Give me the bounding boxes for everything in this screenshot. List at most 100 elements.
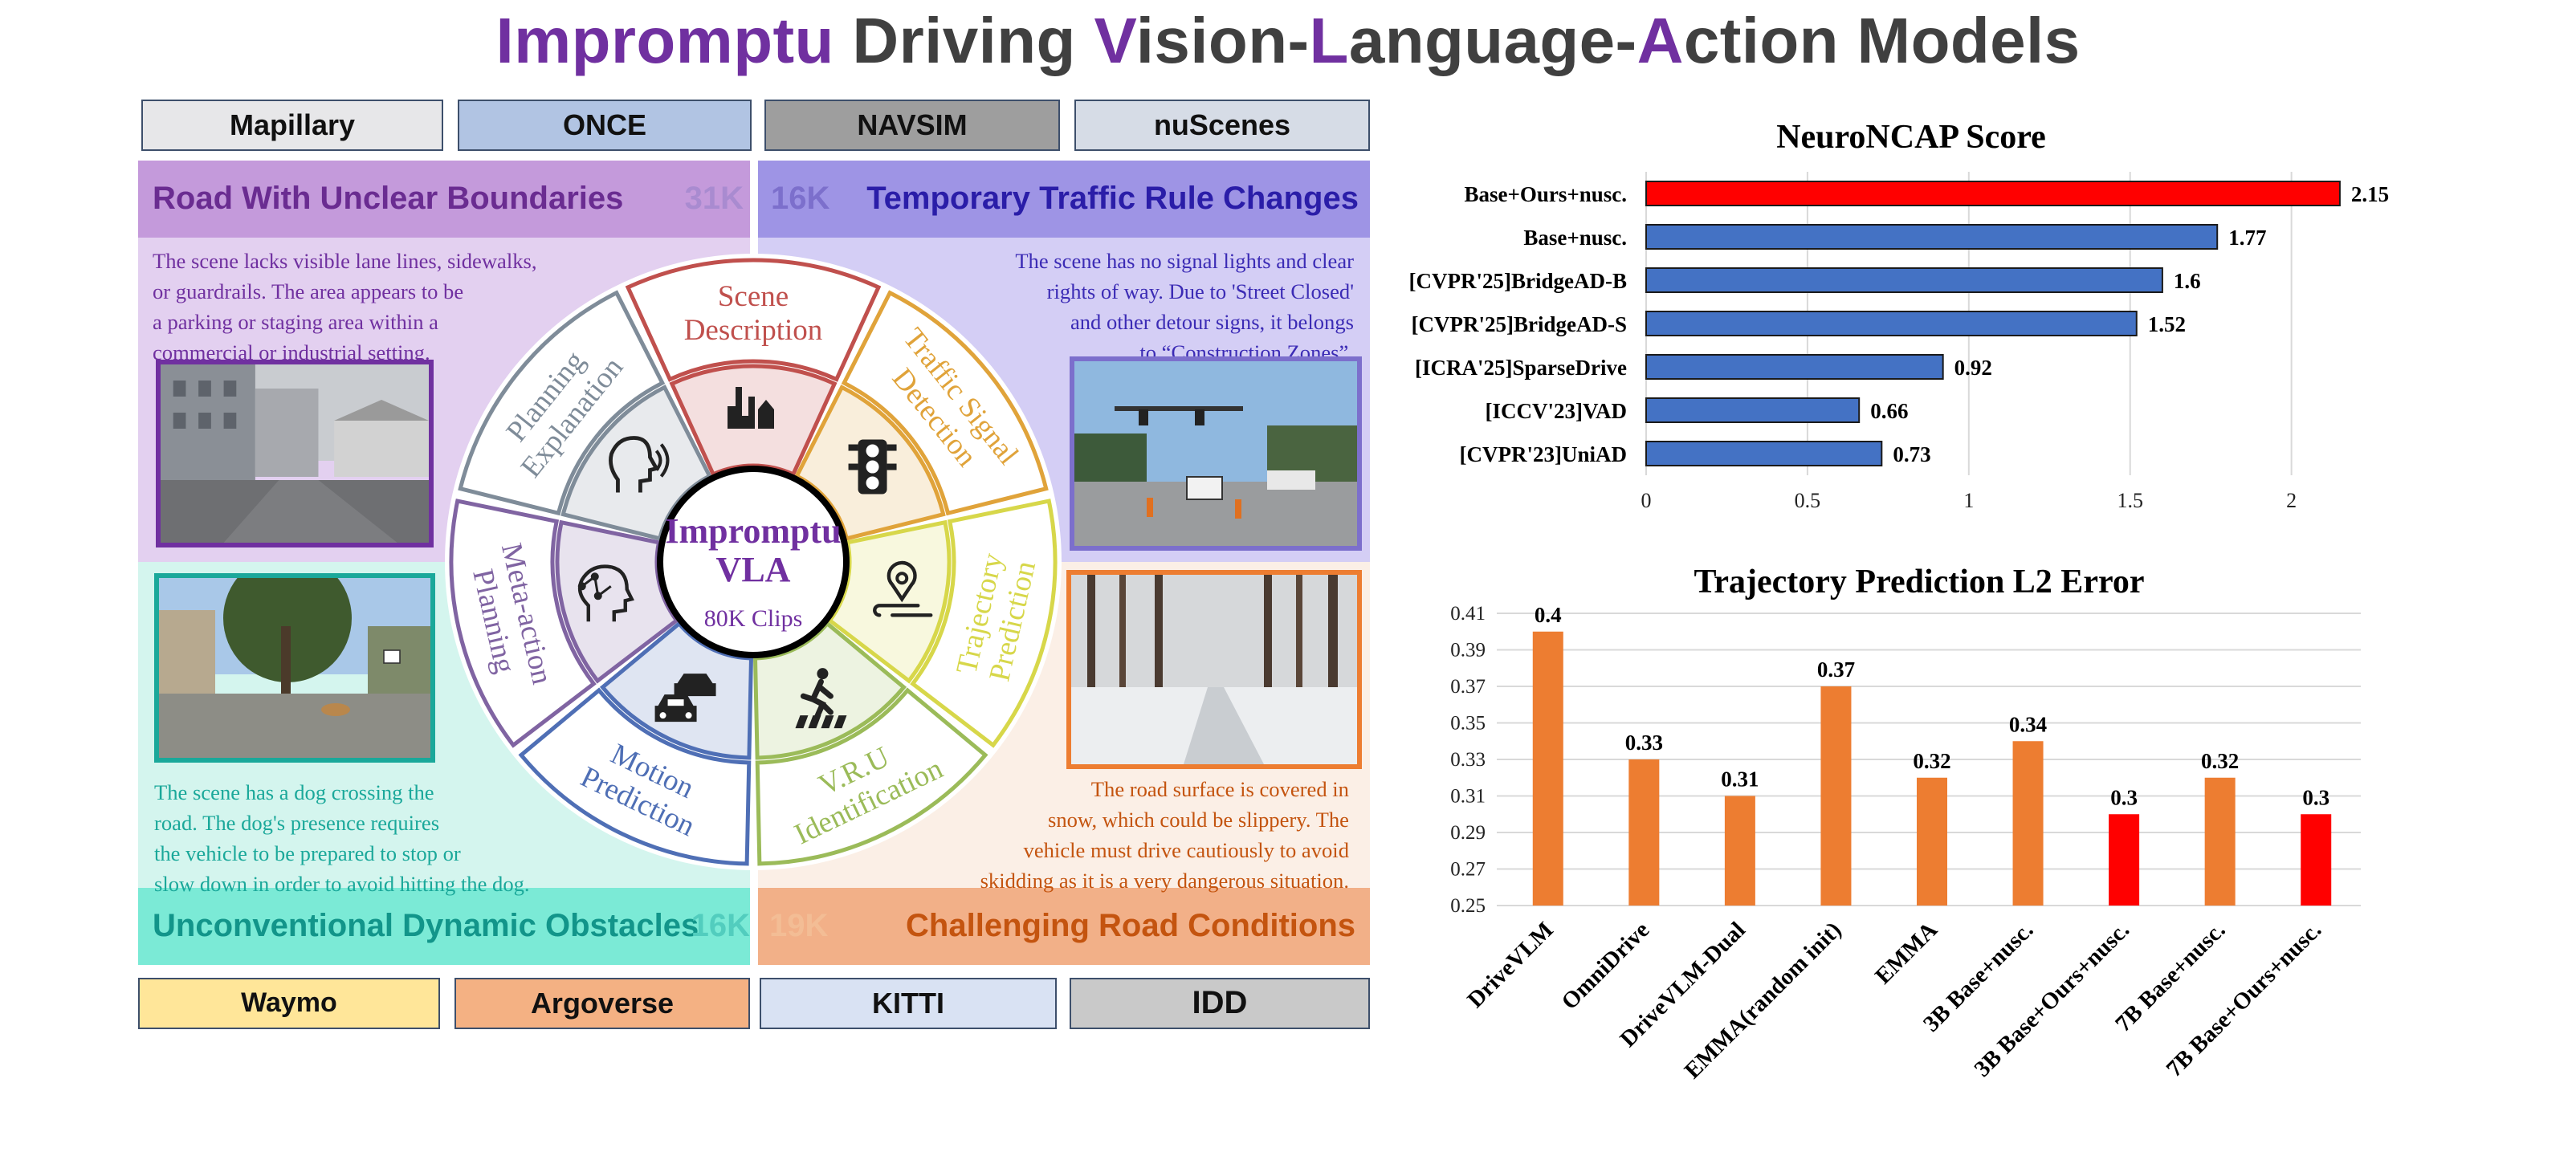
data-label: 0.3 bbox=[2302, 785, 2329, 809]
wheel-segment-outer bbox=[625, 258, 882, 382]
quadrant-description-bottom-left: The scene has a dog crossing the road. Th… bbox=[154, 780, 530, 896]
bar bbox=[1917, 777, 1947, 906]
category-label: EMMA(random init) bbox=[1680, 917, 1847, 1084]
quadrant-title: Unconventional Dynamic Obstacles bbox=[153, 908, 699, 943]
y-tick-label: 0.27 bbox=[1450, 859, 1486, 881]
y-tick-label: 0.37 bbox=[1450, 676, 1486, 698]
wheel-segment-outer bbox=[518, 687, 752, 866]
quadrant-description-bottom-right: The road surface is covered in snow, whic… bbox=[980, 777, 1349, 893]
bar bbox=[1532, 631, 1563, 906]
wheel-center-subtitle: 80K Clips bbox=[704, 605, 803, 632]
quadrant-header-bottom-right: 19K Challenging Road Conditions bbox=[758, 888, 1370, 965]
bar bbox=[1724, 796, 1755, 906]
quadrant-count: 16K bbox=[691, 908, 750, 943]
dataset-once: ONCE bbox=[458, 100, 752, 151]
x-tick-label: 1.5 bbox=[2117, 489, 2143, 512]
speaking-head-icon bbox=[609, 436, 670, 493]
wheel-center-title-line: VLA bbox=[716, 550, 791, 589]
chart-title-neuroncap: NeuroNCAP Score bbox=[1776, 117, 2046, 156]
quadrant-count: 16K bbox=[771, 181, 830, 216]
data-label: 0.32 bbox=[2201, 749, 2239, 773]
category-label: [ICCV'23]VAD bbox=[1485, 399, 1627, 423]
category-label: Base+Ours+nusc. bbox=[1464, 182, 1627, 206]
l2-error-bar-chart: 0.41 0.39 0.37 0.35 0.33 0.31 0.29 0.27 0.25 0.4 D… bbox=[1450, 603, 2361, 1084]
data-label: 0.34 bbox=[2009, 712, 2047, 736]
photo-street-closed bbox=[1070, 356, 1362, 551]
data-label: 1.77 bbox=[2228, 226, 2266, 250]
wheel-segment-outer bbox=[458, 290, 666, 516]
dataset-argoverse: Argoverse bbox=[454, 978, 750, 1029]
dataset-nuscenes: nuScenes bbox=[1074, 100, 1370, 151]
wheel-center-title-line: Impromptu bbox=[665, 511, 841, 551]
data-label: 0.66 bbox=[1870, 399, 1908, 423]
bar bbox=[1820, 686, 1852, 906]
y-tick-label: 0.41 bbox=[1450, 603, 1486, 625]
y-tick-label: 0.29 bbox=[1450, 822, 1486, 844]
data-label: 0.73 bbox=[1893, 442, 1930, 466]
data-label: 0.3 bbox=[2110, 785, 2138, 809]
bar bbox=[1645, 354, 1944, 380]
quadrant-count: 19K bbox=[769, 908, 829, 943]
data-label: 1.52 bbox=[2148, 312, 2186, 336]
cars-icon bbox=[654, 674, 716, 722]
category-label: Base+nusc. bbox=[1523, 226, 1627, 250]
x-tick-label: 0 bbox=[1641, 489, 1652, 512]
y-tick-label: 0.35 bbox=[1450, 713, 1486, 735]
quadrant-title: Temporary Traffic Rule Changes bbox=[866, 181, 1359, 216]
map-pin-route-icon bbox=[873, 560, 933, 617]
category-label: [ICRA'25]SparseDrive bbox=[1415, 356, 1627, 380]
bar bbox=[1645, 267, 2163, 293]
x-tick-label: 2 bbox=[2286, 489, 2297, 512]
quadrant-count: 31K bbox=[684, 181, 744, 216]
quadrant-header-top-right: 16K Temporary Traffic Rule Changes bbox=[758, 161, 1370, 238]
photo-parking-lot bbox=[156, 360, 434, 547]
photo-dog-crossing bbox=[154, 573, 435, 763]
data-label: 0.37 bbox=[1817, 657, 1855, 682]
bar bbox=[1645, 224, 2219, 250]
quadrant-header-top-left: Road With Unclear Boundaries 31K bbox=[138, 161, 750, 238]
wheel-segment-outer bbox=[449, 499, 597, 748]
wheel-segment-outer bbox=[755, 687, 988, 866]
bar bbox=[2301, 814, 2332, 906]
quadrant-title: Challenging Road Conditions bbox=[906, 908, 1355, 943]
photo-snowy-road bbox=[1066, 570, 1362, 769]
category-label: OmniDrive bbox=[1557, 917, 1655, 1015]
wheel-label-line: Description bbox=[684, 314, 823, 347]
bar bbox=[1628, 759, 1660, 906]
category-label: EMMA bbox=[1870, 917, 1942, 989]
y-tick-label: 0.33 bbox=[1450, 749, 1486, 771]
data-label: 0.92 bbox=[1954, 356, 1992, 380]
data-label: 0.31 bbox=[1721, 767, 1759, 792]
wheel-center bbox=[657, 466, 850, 658]
bar bbox=[1645, 181, 2341, 206]
chart-title-l2-error: Trajectory Prediction L2 Error bbox=[1694, 562, 2145, 600]
y-tick-label: 0.25 bbox=[1450, 895, 1486, 917]
data-label: 0.32 bbox=[1913, 749, 1950, 773]
dataset-idd: IDD bbox=[1070, 978, 1370, 1029]
bar bbox=[2109, 814, 2140, 906]
quadrant-description-top-right: The scene has no signal lights and clear… bbox=[1015, 249, 1354, 364]
dataset-kitti: KITTI bbox=[760, 978, 1057, 1029]
bar bbox=[2012, 741, 2044, 906]
bar bbox=[1645, 441, 1883, 466]
city-skyline-icon bbox=[728, 387, 774, 429]
bar bbox=[1645, 397, 1861, 423]
x-tick-label: 1 bbox=[1963, 489, 1974, 512]
category-label: DriveVLM bbox=[1462, 917, 1558, 1012]
category-label: [CVPR'25]BridgeAD-B bbox=[1409, 269, 1627, 293]
data-label: 0.33 bbox=[1625, 731, 1663, 755]
dataset-mapillary: Mapillary bbox=[141, 100, 443, 151]
quadrant-header-bottom-left: Unconventional Dynamic Obstacles 16K bbox=[138, 888, 750, 965]
data-label: 2.15 bbox=[2351, 182, 2389, 206]
y-tick-label: 0.39 bbox=[1450, 640, 1486, 661]
dataset-waymo: Waymo bbox=[138, 978, 440, 1029]
traffic-light-icon bbox=[848, 439, 897, 495]
category-label: [CVPR'25]BridgeAD-S bbox=[1412, 312, 1627, 336]
category-label: [CVPR'23]UniAD bbox=[1460, 442, 1628, 466]
wheel-label-line: Scene bbox=[718, 280, 789, 313]
wheel-segment-outer bbox=[910, 499, 1058, 748]
quadrant-title: Road With Unclear Boundaries bbox=[153, 181, 624, 216]
